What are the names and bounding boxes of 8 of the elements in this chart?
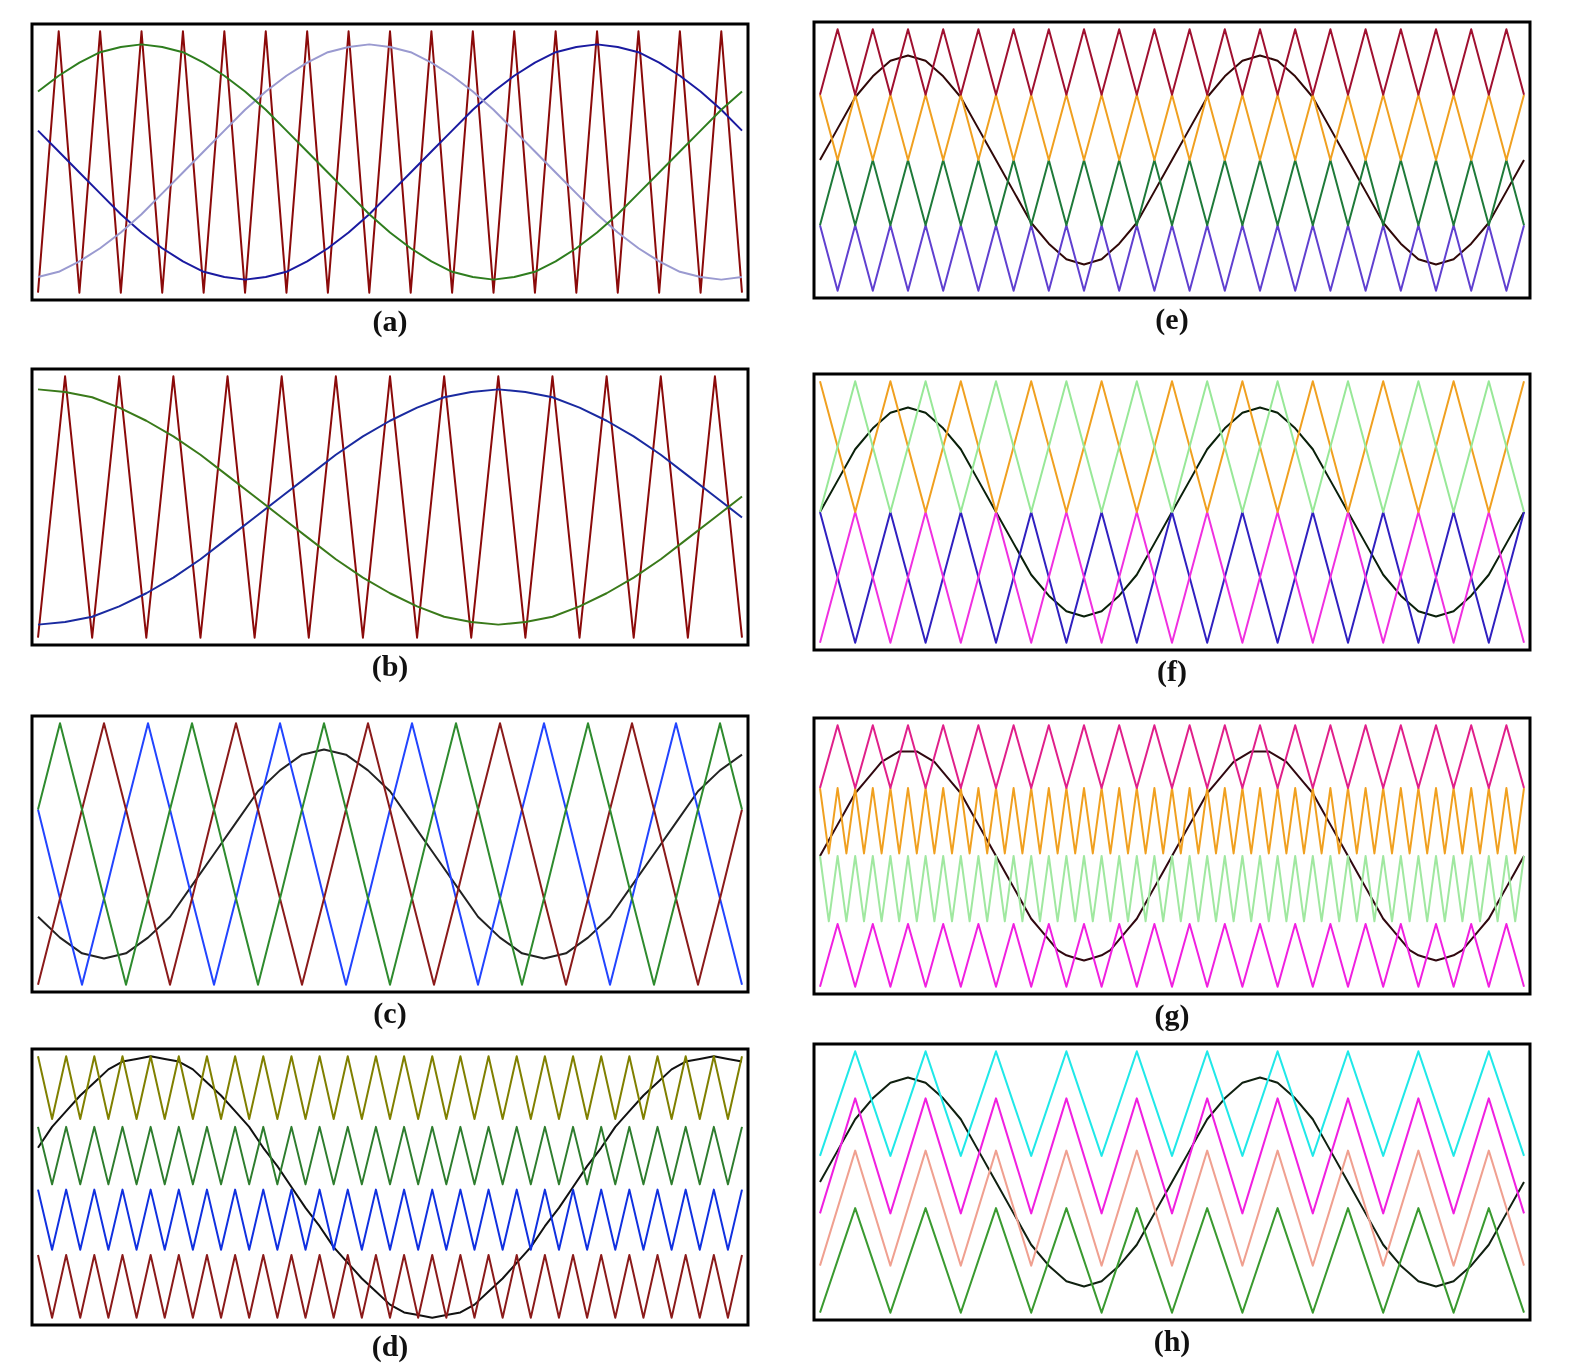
text: (h) <box>1152 1324 1192 1358</box>
text: (e) <box>1154 302 1190 336</box>
text: (b) <box>370 649 410 683</box>
text: (f) <box>1156 654 1188 688</box>
text: (d) <box>370 1329 410 1363</box>
text: (g) <box>1153 998 1191 1032</box>
text: (c) <box>372 996 408 1030</box>
text: (a) <box>371 304 409 338</box>
